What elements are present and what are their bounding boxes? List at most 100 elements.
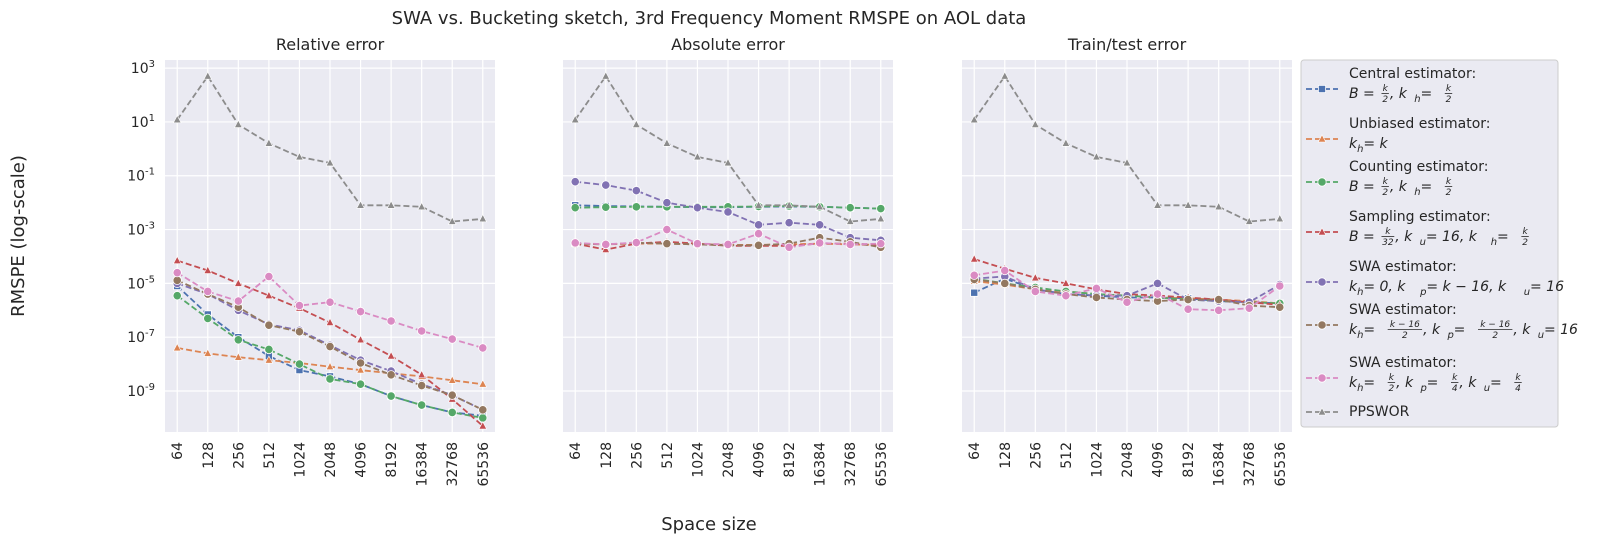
- data-point: [662, 198, 672, 208]
- data-point: [1214, 305, 1224, 315]
- data-point: [1061, 138, 1071, 147]
- data-point: [386, 370, 396, 380]
- data-point: [1122, 158, 1132, 167]
- data-point: [1000, 265, 1010, 276]
- data-point: [1031, 119, 1040, 128]
- legend-math-numerator: k − 16: [1390, 320, 1420, 330]
- data-point: [632, 119, 641, 128]
- data-point: [264, 290, 274, 299]
- legend-math-numerator: k: [1452, 373, 1458, 383]
- data-point: [386, 316, 396, 326]
- data-point: [1275, 302, 1285, 312]
- series-counting: [172, 291, 488, 423]
- legend-math-subscript: u: [1420, 237, 1426, 248]
- subplot-3: Train/test error 64 128 256 512 1024 2048 4096 8…: [962, 35, 1292, 487]
- legend-label: Unbiased estimator:: [1349, 116, 1491, 132]
- x-tick-label: 32768: [843, 442, 859, 487]
- legend-math-subscript: h: [1357, 330, 1363, 341]
- legend-math-text: , k: [1396, 375, 1414, 391]
- legend-math-denominator: 2: [1382, 95, 1388, 105]
- data-point: [692, 203, 703, 213]
- legend-label: SWA estimator:: [1349, 355, 1457, 371]
- legend-math-numerator: k: [1389, 373, 1395, 383]
- legend-math-text: =: [1490, 375, 1502, 391]
- data-point: [1000, 71, 1010, 80]
- x-tick-label: 512: [660, 442, 676, 469]
- legend-math-text: =: [1363, 375, 1375, 391]
- legend-math-text: , k: [1395, 229, 1413, 245]
- legend-math-denominator: 4: [1515, 384, 1521, 394]
- data-point: [1275, 281, 1285, 291]
- y-tick-label: 10-7: [127, 328, 155, 346]
- legend-math-subscript: p: [1446, 330, 1453, 341]
- x-tick-label: 512: [1059, 442, 1075, 469]
- legend-math-text: = 16: [1544, 322, 1578, 338]
- legend-math-subscript: h: [1491, 237, 1497, 248]
- legend-math-text: , k: [1423, 322, 1441, 338]
- data-point: [631, 186, 641, 196]
- x-tick-label: 2048: [1120, 442, 1136, 478]
- data-point: [845, 203, 855, 213]
- legend-math-denominator: 2: [1402, 331, 1408, 341]
- data-point: [753, 220, 764, 230]
- data-point: [1214, 201, 1223, 211]
- data-point: [723, 239, 733, 250]
- data-point: [1091, 283, 1102, 294]
- legend-math-text: , k: [1390, 179, 1408, 195]
- x-tick-label: 128: [599, 442, 615, 469]
- data-point: [845, 239, 855, 250]
- data-point: [601, 180, 611, 190]
- legend-marker: [1318, 85, 1327, 94]
- legend-marker: [1317, 373, 1327, 383]
- data-point: [294, 327, 305, 337]
- data-point: [570, 114, 580, 124]
- data-point: [203, 348, 213, 357]
- y-tick-label: 10-9: [127, 382, 155, 400]
- data-point: [478, 413, 488, 423]
- subplot-title: Absolute error: [671, 35, 785, 54]
- legend-item-ppswor: PPSWOR: [1306, 404, 1410, 420]
- y-tick-label: 101: [131, 113, 155, 131]
- subplot-2: Absolute error 64 128 256 512 1024 2048 4096 819…: [563, 35, 893, 487]
- legend-label: Counting estimator:: [1349, 159, 1488, 175]
- x-tick-label: 2048: [721, 442, 737, 478]
- x-tick-label: 64: [170, 442, 186, 460]
- data-point: [203, 286, 213, 297]
- legend-math-numerator: k − 16: [1480, 320, 1510, 330]
- series-swa3: [570, 224, 886, 252]
- figure-title: SWA vs. Bucketing sketch, 3rd Frequency …: [392, 8, 1027, 29]
- data-point: [1061, 278, 1071, 287]
- legend-math-text: =: [1427, 375, 1439, 391]
- legend-math-numerator: k: [1446, 177, 1452, 187]
- legend-math-text: , k: [1390, 86, 1408, 102]
- data-point: [1152, 278, 1163, 288]
- data-point: [1030, 286, 1040, 297]
- series-line: [575, 205, 881, 210]
- x-axis-label: Space size: [661, 514, 756, 535]
- legend-math-denominator: 2: [1492, 331, 1498, 341]
- data-point: [264, 344, 274, 355]
- data-point: [876, 204, 886, 214]
- data-point: [447, 334, 457, 344]
- data-point: [233, 296, 243, 306]
- data-point: [1183, 200, 1193, 209]
- data-point: [1183, 304, 1193, 314]
- data-point: [447, 216, 457, 225]
- data-point: [325, 341, 335, 352]
- data-point: [601, 202, 611, 212]
- x-tick-label: 2048: [323, 442, 339, 478]
- x-tick-label: 512: [262, 442, 278, 469]
- data-point: [417, 369, 426, 379]
- legend-label: PPSWOR: [1349, 404, 1410, 420]
- data-point: [447, 407, 457, 418]
- data-point: [1153, 200, 1162, 209]
- data-point: [1092, 152, 1101, 161]
- legend-math-numerator: k: [1515, 373, 1521, 383]
- x-tick-label: 256: [629, 442, 645, 469]
- x-tick-label: 128: [201, 442, 217, 469]
- series-sampling: [172, 255, 488, 430]
- data-point: [295, 152, 304, 161]
